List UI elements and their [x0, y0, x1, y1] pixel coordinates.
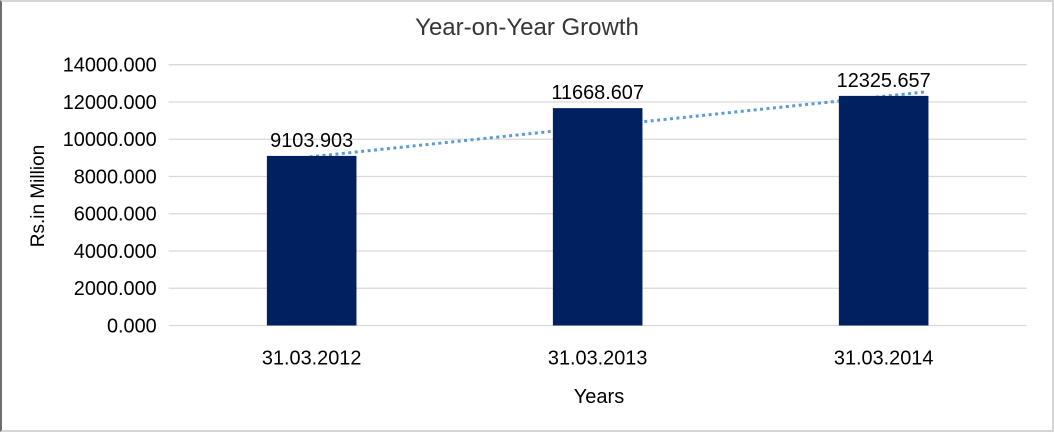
chart-title: Year-on-Year Growth	[415, 14, 639, 41]
x-tick-label: 31.03.2014	[834, 347, 934, 369]
y-tick-label: 4000.000	[74, 241, 157, 263]
bar-data-label: 9103.903	[270, 130, 353, 152]
bar-31.03.2012	[266, 155, 357, 326]
y-tick-label: 14000.000	[63, 55, 157, 77]
bar-31.03.2013	[552, 108, 643, 326]
y-tick-label: 8000.000	[74, 166, 157, 188]
y-tick-label: 6000.000	[74, 204, 157, 226]
bar-data-label: 11668.607	[551, 82, 644, 104]
y-tick-label: 12000.000	[63, 92, 157, 114]
y-tick-label: 10000.000	[63, 129, 157, 151]
y-tick-label: 0.000	[107, 315, 157, 337]
x-tick-label: 31.03.2012	[262, 347, 362, 369]
y-tick-label: 2000.000	[74, 278, 157, 300]
x-tick-label: 31.03.2013	[548, 347, 648, 369]
bar-data-label: 12325.657	[837, 70, 931, 92]
bar-31.03.2014	[838, 95, 929, 326]
x-axis-title: Years	[573, 386, 625, 408]
